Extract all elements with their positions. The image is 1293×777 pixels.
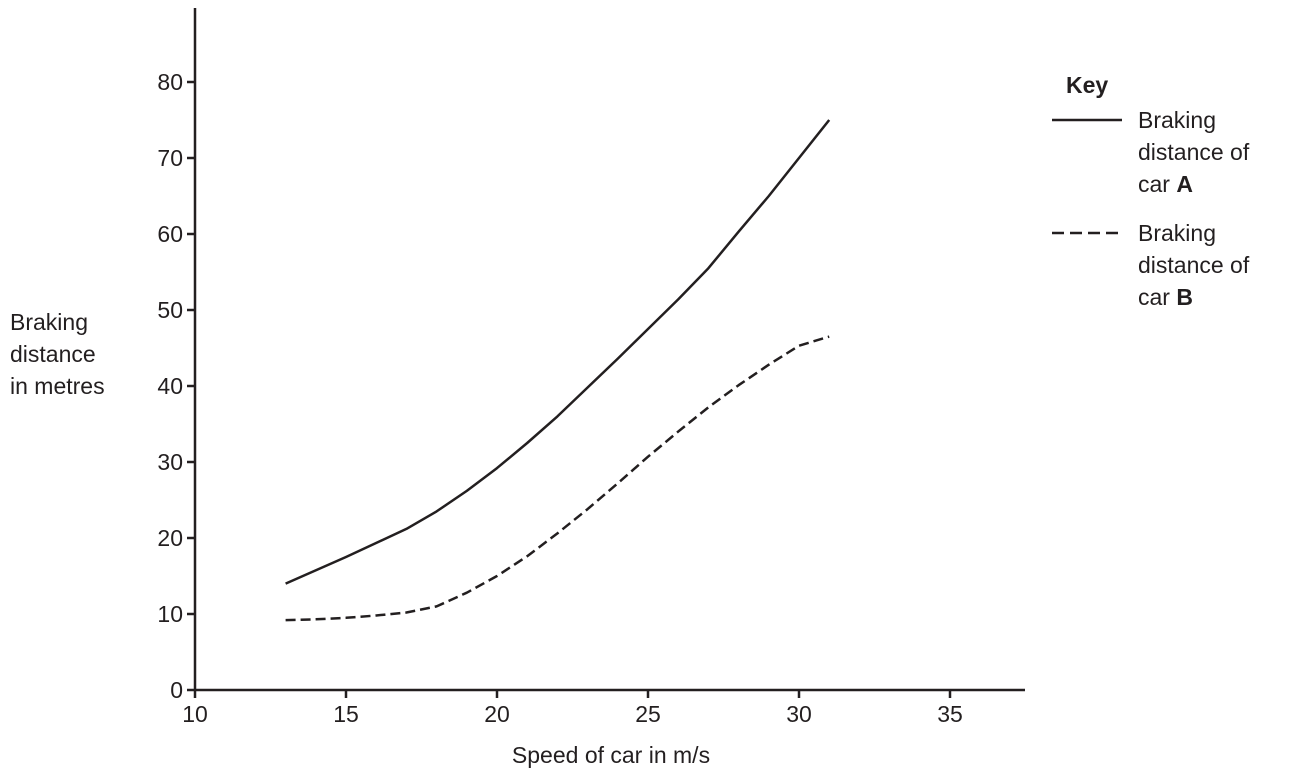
- x-tick-label: 20: [484, 701, 510, 727]
- legend-entry-label-text: car: [1138, 171, 1176, 197]
- series: [285, 119, 831, 622]
- y-tick-label: 10: [157, 601, 183, 627]
- y-tick-label: 40: [157, 373, 183, 399]
- legend-title: Key: [1066, 72, 1108, 98]
- legend-entry-label-line: Braking: [1138, 107, 1216, 133]
- x-tick-label: 35: [937, 701, 963, 727]
- x-axis-label: Speed of car in m/s: [512, 742, 710, 768]
- y-axis-label: Braking distance in metres: [10, 309, 105, 399]
- x-tick-label: 30: [786, 701, 812, 727]
- y-axis-label-line: in metres: [10, 373, 105, 399]
- y-tick-label: 80: [157, 69, 183, 95]
- legend-entry-car-b: Braking distance of car B: [1052, 220, 1250, 310]
- legend-entry-car-a: Braking distance of car A: [1052, 107, 1250, 197]
- legend-entry-label-line: distance of: [1138, 252, 1250, 278]
- x-tick-label: 10: [182, 701, 208, 727]
- y-axis-label-line: distance: [10, 341, 96, 367]
- y-axis-label-line: Braking: [10, 309, 88, 335]
- y-tick-label: 60: [157, 221, 183, 247]
- legend-entry-car-letter: B: [1176, 284, 1193, 310]
- y-tick-label: 50: [157, 297, 183, 323]
- axes: [193, 8, 1025, 692]
- legend-entry-label-text: car: [1138, 284, 1176, 310]
- y-tick-label: 30: [157, 449, 183, 475]
- y-tick-label: 70: [157, 145, 183, 171]
- series-line-car-a: [285, 119, 831, 585]
- x-tick-label: 15: [333, 701, 359, 727]
- legend-entry-car-letter: A: [1176, 171, 1193, 197]
- legend: Key Braking distance of car A Braking di…: [1052, 72, 1250, 310]
- legend-entry-label-line: distance of: [1138, 139, 1250, 165]
- y-tick-label: 0: [170, 677, 183, 703]
- legend-entry-label-line: Braking: [1138, 220, 1216, 246]
- legend-entry-label-line: car B: [1138, 284, 1193, 310]
- series-line-car-b: [285, 335, 830, 622]
- y-tick-label: 20: [157, 525, 183, 551]
- x-tick-label: 25: [635, 701, 661, 727]
- legend-entry-label-line: car A: [1138, 171, 1193, 197]
